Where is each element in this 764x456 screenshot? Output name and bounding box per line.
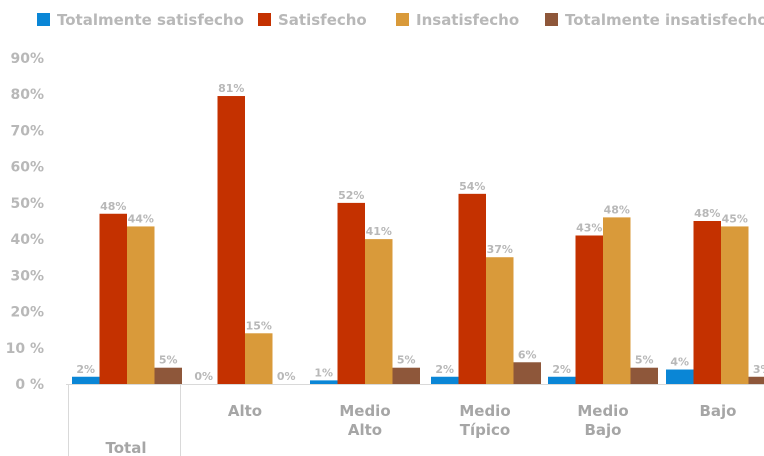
data-label: 5% <box>159 354 178 367</box>
data-labels: 2%48%44%5%0%81%15%0% 1%52%41%5%2%54%37%6%… <box>76 82 764 383</box>
bar <box>99 213 127 384</box>
x-category-label: Total <box>106 439 147 456</box>
data-label: 43% <box>576 221 602 234</box>
legend-label-3: Totalmente insatisfecho <box>565 11 764 29</box>
data-label: 48% <box>100 200 126 213</box>
data-label: 45% <box>722 212 748 225</box>
bar <box>486 257 514 384</box>
legend-swatch-2 <box>396 13 409 26</box>
legend-label-1: Satisfecho <box>278 11 367 29</box>
y-axis: 0 % 10 % 20% 30% 40% 50% 60% 70% 80% 90% <box>6 51 44 393</box>
data-label: 2% <box>435 363 454 376</box>
data-label: 3% <box>753 363 764 376</box>
legend-swatch-3 <box>545 13 558 26</box>
bar <box>748 376 764 384</box>
legend-label-0: Totalmente satisfecho <box>57 11 244 29</box>
y-tick-label: 80% <box>10 87 44 103</box>
bar <box>127 226 155 384</box>
y-tick-label: 30% <box>10 268 44 284</box>
legend-swatch-1 <box>258 13 271 26</box>
bar <box>575 235 603 384</box>
y-tick-label: 20% <box>10 305 44 321</box>
bar <box>72 376 100 384</box>
bar <box>513 362 541 384</box>
y-tick-label: 10 % <box>6 341 44 357</box>
data-label: 2% <box>76 363 95 376</box>
data-label: 54% <box>459 180 485 193</box>
y-tick-label: 90% <box>10 51 44 67</box>
x-category-label: Típico <box>460 421 510 439</box>
y-tick-label: 50% <box>10 196 44 212</box>
x-category-label: Bajo <box>584 421 621 439</box>
bar <box>392 367 420 384</box>
data-label: 6% <box>518 348 537 361</box>
data-label: 15% <box>246 319 272 332</box>
bars <box>72 96 764 385</box>
bar <box>431 376 459 384</box>
legend-swatch-0 <box>37 13 50 26</box>
bar <box>630 367 658 384</box>
bar <box>721 226 749 384</box>
legend-label-2: Insatisfecho <box>416 11 519 29</box>
data-label: 0% <box>194 370 213 383</box>
data-label: 4% <box>670 356 689 369</box>
data-label: 1% <box>314 366 333 379</box>
bar <box>603 217 631 384</box>
y-tick-label: 40% <box>10 232 44 248</box>
data-label: 5% <box>635 354 654 367</box>
data-label: 52% <box>338 189 364 202</box>
data-label: 48% <box>694 207 720 220</box>
bar <box>154 367 182 384</box>
bar <box>337 202 365 384</box>
chart-legend: Totalmente satisfecho Satisfecho Insatisfe… <box>37 11 764 29</box>
bar <box>666 369 694 384</box>
bar <box>693 221 721 384</box>
x-category-label: Bajo <box>699 402 736 420</box>
y-tick-label: 60% <box>10 160 44 176</box>
bar <box>217 96 245 385</box>
x-category-label: Medio <box>339 402 390 420</box>
x-category-label: Alto <box>228 402 262 420</box>
data-label: 81% <box>218 82 244 95</box>
data-label: 44% <box>128 212 154 225</box>
data-label: 37% <box>487 243 513 256</box>
data-label: 2% <box>552 363 571 376</box>
bar <box>458 193 486 384</box>
bar <box>310 380 338 384</box>
bar <box>365 239 393 384</box>
y-tick-label: 0 % <box>15 377 44 393</box>
data-label: 5% <box>397 354 416 367</box>
y-tick-label: 70% <box>10 123 44 139</box>
data-label: 48% <box>604 203 630 216</box>
bar <box>548 376 576 384</box>
x-category-label: Medio <box>459 402 510 420</box>
data-label: 0% <box>277 370 296 383</box>
x-category-label: Medio <box>577 402 628 420</box>
data-label: 41% <box>366 225 392 238</box>
bar <box>245 333 273 384</box>
x-category-label: Alto <box>348 421 382 439</box>
